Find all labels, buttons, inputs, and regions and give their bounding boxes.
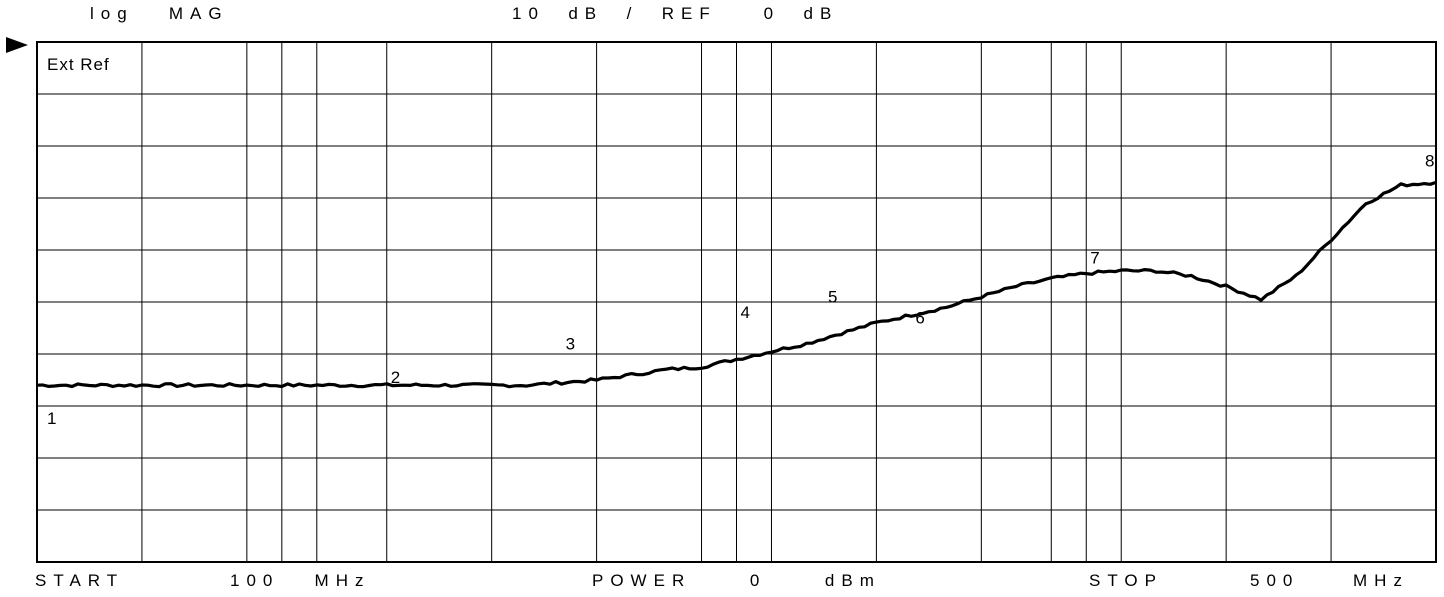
power-label: POWER 0 dBm <box>592 571 881 590</box>
stop-unit: MHz <box>1353 571 1409 590</box>
markers: 1 2 3 4 5 6 7 8 <box>47 151 1434 428</box>
stop-label: STOP <box>1089 571 1163 590</box>
marker-label-7: 7 <box>1090 249 1099 268</box>
start-label: START <box>35 571 125 590</box>
marker-label-1: 1 <box>47 409 56 428</box>
reference-arrow-icon <box>6 37 28 53</box>
ext-ref-label: Ext Ref <box>47 55 110 74</box>
graticule <box>37 42 1436 562</box>
data-trace <box>36 180 1437 389</box>
marker-label-3: 3 <box>566 334 575 353</box>
plot-border <box>36 41 1437 563</box>
start-value: 100 MHz <box>230 571 371 590</box>
format-label: log MAG <box>90 4 229 23</box>
marker-label-4: 4 <box>741 303 750 322</box>
stop-value: 500 <box>1250 571 1300 590</box>
marker-label-6: 6 <box>915 308 924 327</box>
marker-label-5: 5 <box>828 288 837 307</box>
scale-label: 10 dB / REF 0 dB <box>512 4 839 23</box>
marker-label-8: 8 <box>1425 151 1434 170</box>
marker-label-2: 2 <box>391 368 400 387</box>
